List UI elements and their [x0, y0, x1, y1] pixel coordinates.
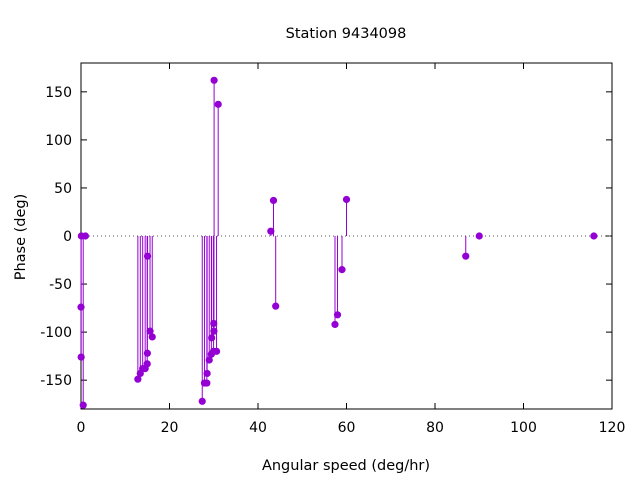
data-point [272, 302, 280, 310]
x-tick-label: 40 [249, 420, 267, 436]
x-tick-label: 20 [161, 420, 179, 436]
data-point [333, 311, 342, 319]
data-point [203, 379, 211, 387]
data-point [475, 232, 483, 240]
data-point [210, 327, 218, 335]
data-point [143, 349, 151, 357]
plot-area: 0 20 40 60 80 100 120 -150 -100 -50 0 50 100 150 [40, 62, 626, 436]
y-axis-label: Phase (deg) [13, 194, 29, 281]
y-tick-label: 0 [63, 229, 72, 245]
data-point [148, 333, 156, 341]
data-point [143, 252, 152, 260]
y-tick-label: -50 [49, 277, 72, 293]
data-point [81, 232, 90, 240]
data-point [203, 369, 211, 378]
x-tick-label: 80 [426, 420, 444, 436]
data-point [214, 100, 222, 108]
chart-title: Station 9434098 [286, 26, 407, 42]
x-tick-label: 0 [77, 420, 86, 436]
x-tick-label: 60 [338, 420, 356, 436]
data-point [331, 320, 339, 329]
data-point [143, 360, 151, 368]
data-point [208, 334, 216, 342]
x-tick-label: 120 [599, 420, 626, 436]
data-point [212, 347, 221, 355]
data-point [79, 401, 87, 409]
data-point [338, 266, 346, 274]
data-point [198, 397, 206, 405]
y-tick-label: 100 [45, 133, 72, 149]
y-tick-label: -150 [40, 373, 72, 389]
data-point [590, 232, 598, 240]
data-point [205, 356, 213, 364]
y-tick-label: 150 [45, 85, 72, 101]
y-tick-label: 50 [54, 181, 72, 197]
data-point [267, 227, 275, 235]
x-axis-label: Angular speed (deg/hr) [262, 458, 430, 474]
data-point [134, 375, 142, 383]
data-point [210, 76, 218, 84]
data-point [342, 195, 351, 204]
y-tick-label: -100 [40, 325, 72, 341]
data-point [462, 252, 470, 260]
data-point [269, 196, 278, 205]
x-tick-label: 100 [510, 420, 537, 436]
